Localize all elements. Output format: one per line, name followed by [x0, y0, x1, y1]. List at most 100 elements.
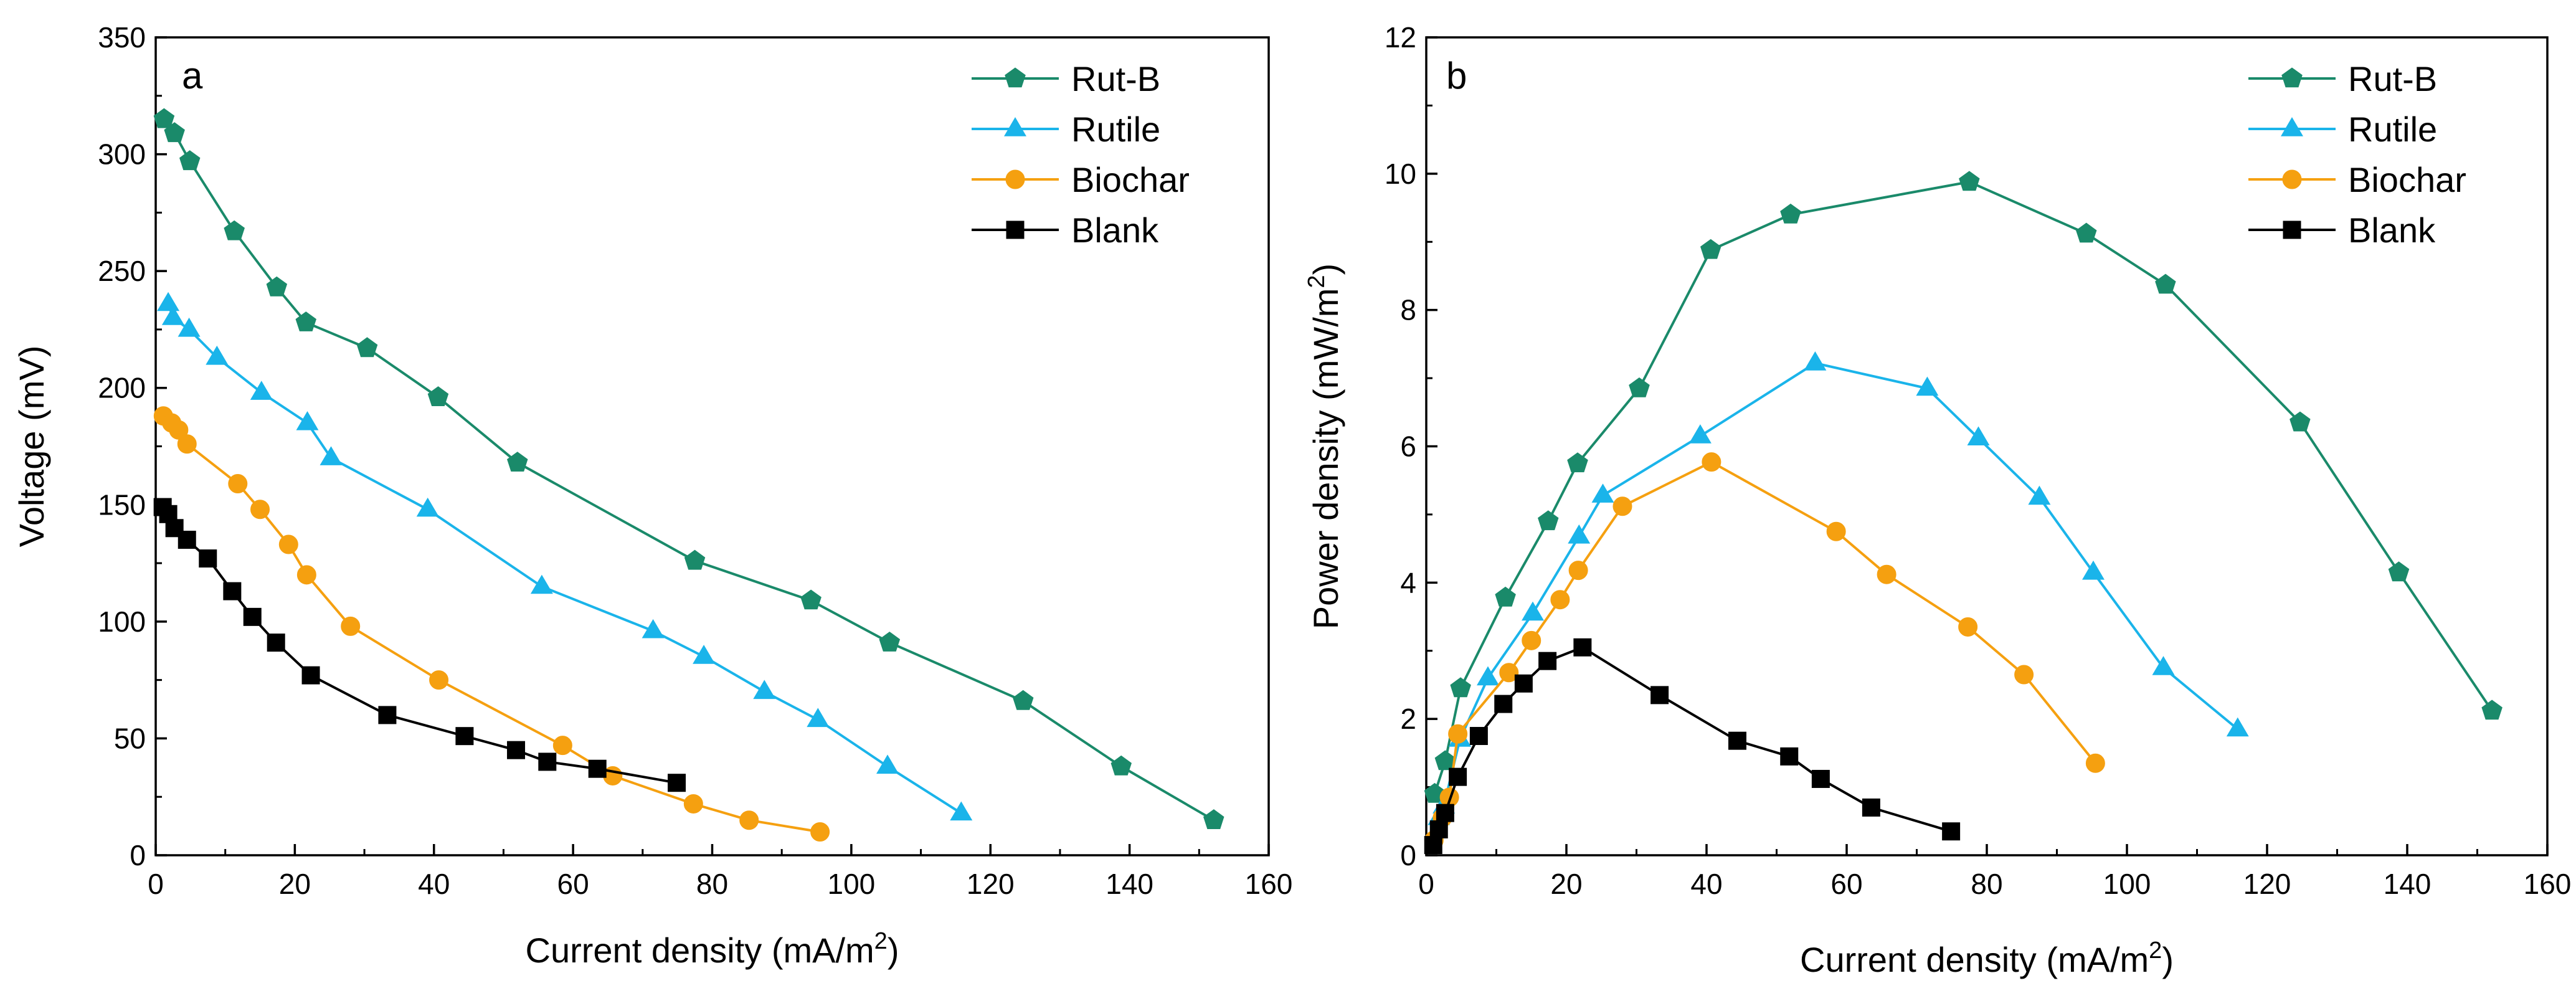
- data-point-blank: [178, 531, 196, 549]
- y-tick-label: 100: [98, 605, 146, 638]
- data-point-rutile: [1568, 524, 1591, 544]
- data-point-rutile: [693, 645, 716, 664]
- data-point-biochar: [1702, 452, 1721, 472]
- x-axis-title-main: Current density (mA/m: [1800, 940, 2149, 979]
- legend-marker-biochar: [2282, 169, 2302, 189]
- chart-panel-a: 0 20 40 60 80 100 120 140 160 0 50 100 150 200 250 300 3…: [12, 21, 1292, 970]
- x-axis-title-sup: 2: [2149, 937, 2162, 964]
- data-point-rut-b: [2388, 561, 2410, 582]
- y-axis-title-main: Power density (mW/m: [1306, 288, 1345, 630]
- y-axis-title: Voltage (mV): [12, 346, 51, 548]
- data-point-blank: [1650, 686, 1669, 705]
- data-point-rut-b: [2155, 273, 2176, 294]
- data-point-rut-b: [2290, 411, 2311, 432]
- y-tick-label: 8: [1400, 294, 1416, 326]
- x-tick-label: 160: [2524, 868, 2572, 900]
- data-point-blank: [1424, 836, 1442, 855]
- legend-marker-blank: [2283, 221, 2301, 239]
- data-point-rutile: [157, 292, 180, 311]
- x-axis-title: Current density (mA/m2): [1800, 937, 2174, 979]
- data-point-biochar: [1877, 564, 1896, 584]
- data-point-biochar: [341, 616, 361, 636]
- x-tick-label: 40: [418, 868, 450, 900]
- data-point-biochar: [1522, 630, 1541, 650]
- x-axis-title-tail: ): [2162, 940, 2174, 979]
- x-tick-label: 20: [1550, 868, 1582, 900]
- data-point-biochar: [552, 736, 572, 756]
- data-point-rutile: [1591, 483, 1614, 503]
- data-point-blank: [199, 549, 217, 568]
- data-point-blank: [1573, 638, 1592, 657]
- data-point-blank: [1942, 822, 1961, 841]
- x-tick-label: 100: [828, 868, 876, 900]
- data-point-rutile: [1477, 666, 1499, 686]
- data-point-biochar: [683, 794, 703, 814]
- data-point-blank: [301, 666, 320, 685]
- x-tick-label: 0: [1418, 868, 1434, 900]
- data-point-biochar: [1550, 590, 1570, 610]
- data-point-rutile: [2226, 717, 2249, 737]
- data-point-rutile: [1804, 351, 1827, 371]
- legend-label-rut-b: Rut-B: [1071, 59, 1160, 98]
- y-axis-title-tail: ): [1306, 263, 1345, 275]
- data-point-blank: [1469, 727, 1488, 746]
- data-point-blank: [267, 633, 285, 652]
- data-point-rut-b: [1700, 239, 1721, 259]
- data-point-rut-b: [879, 631, 901, 652]
- data-point-rut-b: [153, 108, 175, 128]
- data-point-blank: [223, 582, 242, 600]
- x-axis-title-main: Current density (mA/m: [526, 931, 874, 970]
- x-axis-title-sup: 2: [874, 928, 888, 954]
- panel-letter: a: [182, 55, 203, 97]
- data-point-biochar: [2085, 753, 2105, 773]
- data-point-rutile: [530, 574, 553, 594]
- data-point-rut-b: [1450, 677, 1471, 698]
- y-tick-label: 0: [1400, 839, 1416, 871]
- data-point-rutile: [1916, 376, 1939, 396]
- x-tick-label: 80: [696, 868, 728, 900]
- data-point-rutile: [807, 708, 830, 728]
- data-point-rut-b: [164, 122, 185, 143]
- data-point-rut-b: [2481, 700, 2503, 720]
- y-tick-label: 300: [98, 138, 146, 171]
- data-point-rut-b: [266, 276, 288, 297]
- chart-panel-b: 0 20 40 60 80 100 120 140 160 0 2 4 6 8 10 12 b Current d…: [1304, 21, 2571, 979]
- data-point-blank: [243, 607, 262, 626]
- data-point-rutile: [2028, 485, 2051, 505]
- data-point-biochar: [228, 474, 248, 494]
- data-point-biochar: [296, 565, 316, 585]
- data-point-biochar: [1568, 561, 1588, 581]
- data-point-rutile: [876, 754, 899, 774]
- legend-marker-rut-b: [2281, 67, 2303, 88]
- data-point-rut-b: [1538, 510, 1559, 531]
- data-point-biochar: [250, 500, 270, 520]
- data-point-rut-b: [179, 150, 201, 171]
- y-tick-label: 6: [1400, 430, 1416, 463]
- data-point-rutile: [178, 317, 201, 337]
- panel-letter: b: [1446, 55, 1467, 97]
- x-tick-label: 120: [967, 868, 1015, 900]
- data-point-rut-b: [1203, 809, 1224, 829]
- data-point-blank: [1514, 674, 1533, 693]
- x-tick-label: 0: [148, 868, 164, 900]
- data-point-rutile: [206, 345, 229, 365]
- y-axis-title-sup: 2: [1304, 275, 1330, 288]
- x-axis-title: Current density (mA/m2): [526, 928, 899, 970]
- data-point-biochar: [1499, 663, 1519, 683]
- y-tick-label: 0: [130, 839, 146, 871]
- data-point-blank: [378, 706, 397, 724]
- data-point-biochar: [2014, 665, 2034, 685]
- data-point-blank: [538, 752, 557, 771]
- data-point-blank: [455, 727, 474, 746]
- legend-marker-rutile: [2281, 117, 2303, 136]
- x-tick-label: 40: [1690, 868, 1722, 900]
- data-point-biochar: [739, 810, 759, 830]
- data-point-rut-b: [2076, 222, 2097, 243]
- legend-marker-blank: [1006, 221, 1025, 239]
- y-tick-label: 350: [98, 21, 146, 54]
- y-tick-label: 50: [114, 722, 146, 754]
- data-point-blank: [1494, 695, 1513, 713]
- y-axis-title: Power density (mW/m2): [1304, 263, 1345, 629]
- legend-label-biochar: Biochar: [2348, 160, 2466, 199]
